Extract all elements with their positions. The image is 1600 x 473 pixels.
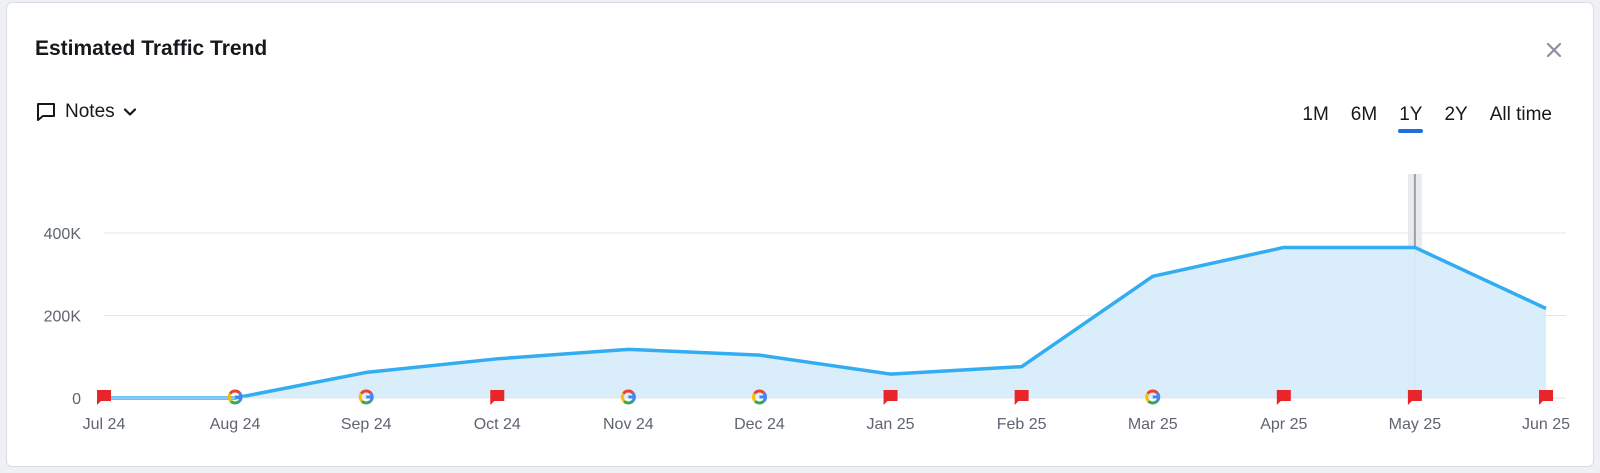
notes-dropdown[interactable]: Notes: [35, 98, 137, 126]
time-range-tabs: 1M 6M 1Y 2Y All time: [1291, 103, 1563, 133]
flag-marker-icon: [97, 390, 111, 405]
x-tick-label: Feb 25: [997, 416, 1047, 433]
google-icon: [358, 389, 374, 405]
y-tick-label: 0: [72, 391, 81, 408]
close-button[interactable]: [1541, 37, 1567, 63]
close-icon: [1546, 42, 1562, 58]
x-tick-label: Jul 24: [83, 416, 126, 433]
x-tick-label: Jun 25: [1522, 416, 1570, 433]
range-tab-2y[interactable]: 2Y: [1444, 104, 1468, 125]
x-tick-label: Jan 25: [867, 416, 915, 433]
range-tab-1y[interactable]: 1Y: [1388, 103, 1433, 133]
series-area: [104, 247, 1546, 398]
flag-marker-icon: [1539, 390, 1553, 405]
series-line: [104, 245, 1547, 400]
google-icon: [1145, 389, 1161, 405]
x-tick-label: Apr 25: [1260, 416, 1307, 433]
flag-marker-icon: [883, 390, 898, 405]
x-tick-label: Mar 25: [1128, 416, 1178, 433]
range-tab-1m[interactable]: 1M: [1302, 104, 1329, 125]
google-icon: [227, 389, 243, 405]
y-tick-label: 200K: [44, 309, 82, 326]
x-tick-label: May 25: [1389, 416, 1442, 433]
x-tick-label: Dec 24: [734, 416, 785, 433]
x-tick-label: Aug 24: [210, 416, 261, 433]
comment-icon: [37, 103, 55, 121]
x-tick-label: Nov 24: [603, 416, 654, 433]
notes-label: Notes: [65, 101, 115, 122]
y-tick-label: 400K: [44, 226, 82, 243]
range-tab-6m[interactable]: 6M: [1350, 104, 1378, 125]
chevron-down-icon: [123, 108, 136, 116]
flag-marker-icon: [1276, 390, 1291, 405]
x-tick-label: Oct 24: [474, 416, 521, 433]
range-tab-all-time[interactable]: All time: [1489, 104, 1552, 125]
card-title: Estimated Traffic Trend: [35, 37, 268, 60]
x-tick-label: Sep 24: [341, 416, 392, 433]
google-icon: [751, 389, 767, 405]
flag-marker-icon: [1014, 390, 1029, 405]
flag-marker-icon: [490, 390, 505, 405]
google-icon: [620, 389, 636, 405]
flag-marker-icon: [1407, 390, 1422, 405]
